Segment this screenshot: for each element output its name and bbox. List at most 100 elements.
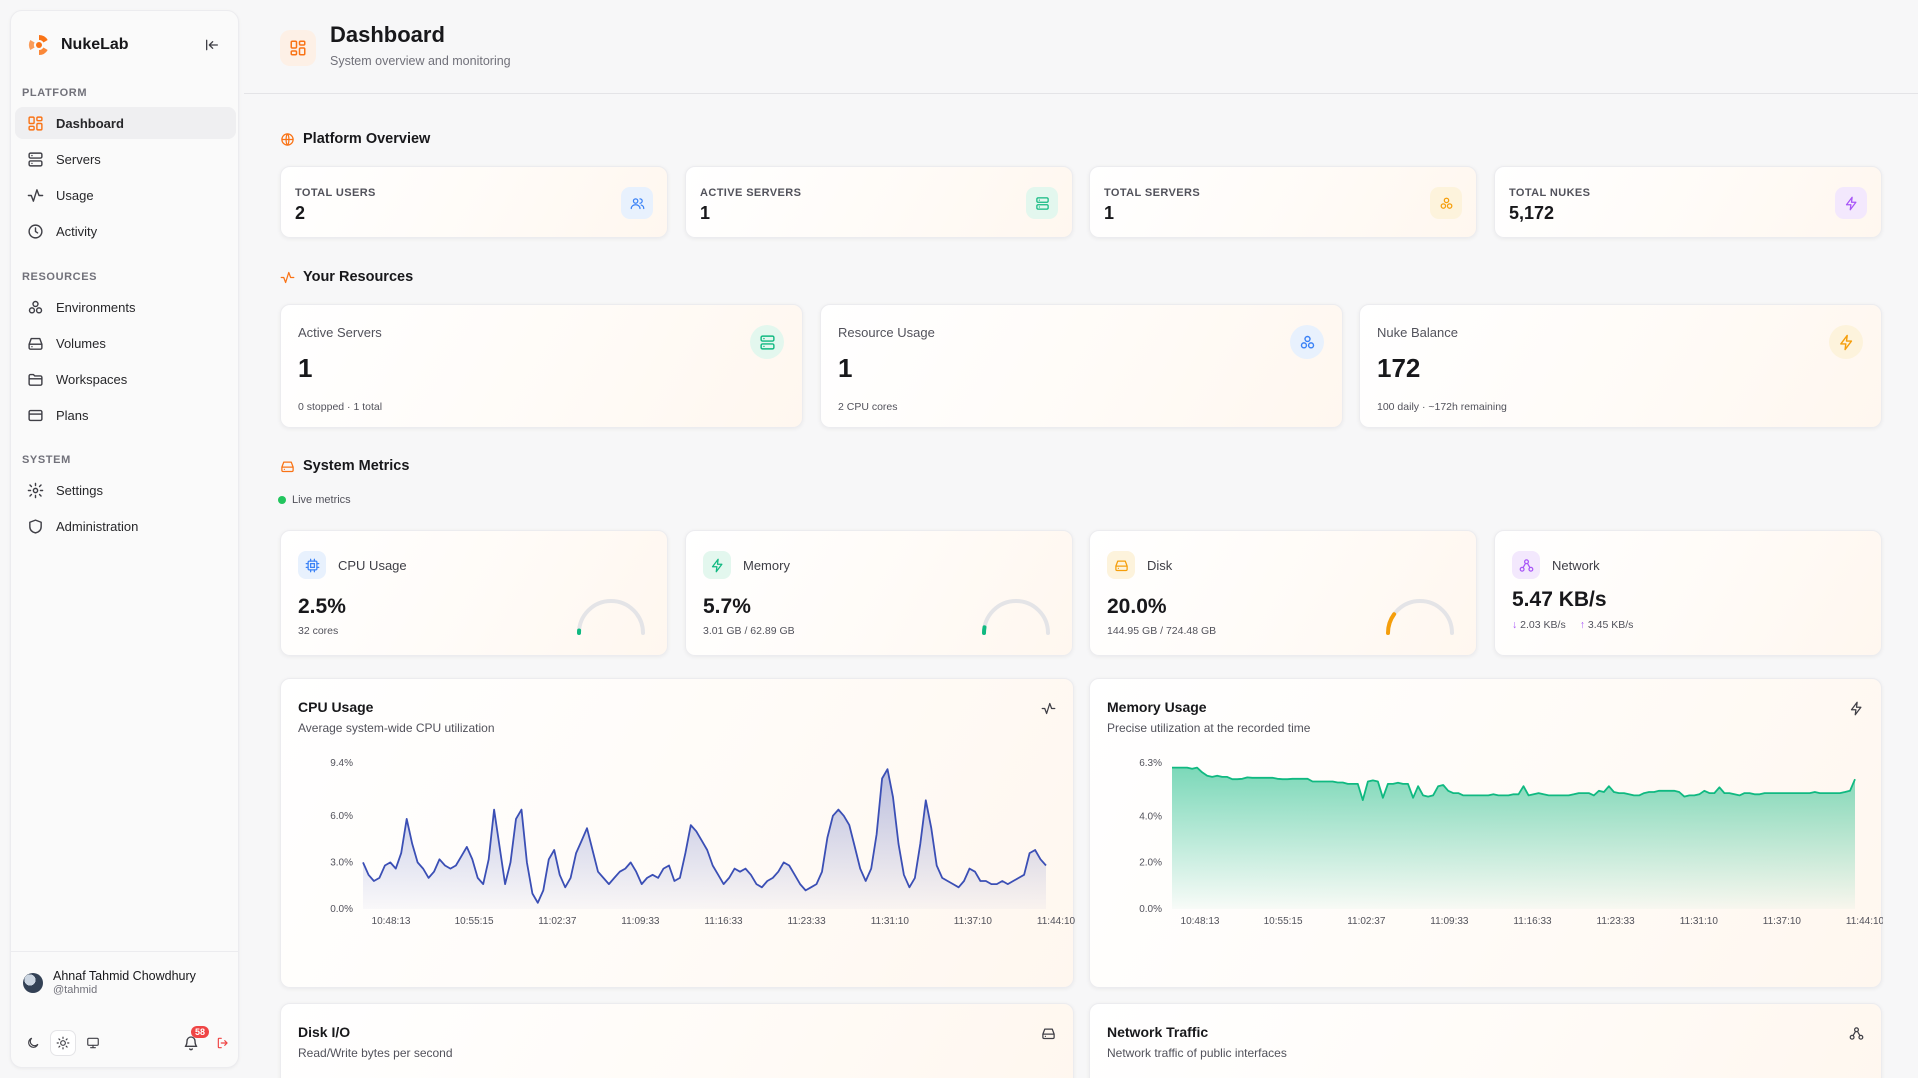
- download-rate: ↓ 2.03 KB/s: [1512, 619, 1566, 631]
- sidebar-item-workspaces[interactable]: Workspaces: [15, 363, 236, 395]
- sidebar-item-environments[interactable]: Environments: [15, 291, 236, 323]
- resource-label: Resource Usage: [838, 325, 935, 340]
- live-metrics-label: Live metrics: [292, 494, 351, 506]
- server-icon: [27, 151, 44, 168]
- activity-icon: [280, 270, 295, 285]
- resource-icon-box: [1290, 325, 1324, 359]
- page-title: Dashboard: [330, 22, 445, 47]
- user-handle: @tahmid: [53, 984, 98, 996]
- sidebar-item-label: Servers: [56, 151, 101, 167]
- network-traffic-chart-card: Network Traffic Network traffic of publi…: [1089, 1003, 1882, 1078]
- x-tick-label: 10:55:15: [1264, 916, 1303, 927]
- series-line[interactable]: [362, 768, 1047, 904]
- sidebar-section-label-resources: RESOURCES: [22, 271, 98, 283]
- cpu-usage-chart-card: CPU Usage Average system-wide CPU utiliz…: [280, 678, 1075, 988]
- sidebar-item-activity[interactable]: Activity: [15, 215, 236, 247]
- network-value: 5.47 KB/s: [1512, 588, 1607, 611]
- metric-subtext: 3.01 GB / 62.89 GB: [703, 625, 795, 637]
- metric-gauge: [577, 599, 645, 635]
- sidebar-item-plans[interactable]: Plans: [15, 399, 236, 431]
- download-rate-value: 2.03 KB/s: [1520, 619, 1566, 631]
- sidebar-item-label: Activity: [56, 223, 98, 239]
- cpu-chart-menu[interactable]: [1039, 699, 1057, 717]
- x-tick-label: 10:48:13: [372, 916, 411, 927]
- shield-icon: [27, 518, 44, 535]
- x-tick-label: 11:23:33: [788, 916, 827, 927]
- gauge-track: [982, 599, 1050, 635]
- x-tick-label: 10:55:15: [455, 916, 494, 927]
- disk-chart-menu[interactable]: [1039, 1024, 1057, 1042]
- users-icon: [630, 196, 645, 211]
- stat-icon-box: [1835, 187, 1867, 219]
- sidebar-item-administration[interactable]: Administration: [15, 510, 236, 542]
- stat-icon-box: [1430, 187, 1462, 219]
- environments-icon: [27, 299, 44, 316]
- platform-overview-heading: Platform Overview: [280, 131, 430, 147]
- gauge-track: [1386, 599, 1454, 635]
- moon-icon: [28, 1037, 39, 1048]
- gauge-track: [577, 599, 645, 635]
- memory-chart-menu[interactable]: [1847, 699, 1865, 717]
- app-name: NukeLab: [61, 36, 129, 53]
- notifications-button[interactable]: 58: [179, 1026, 210, 1055]
- sidebar-item-volumes[interactable]: Volumes: [15, 327, 236, 359]
- disk-chart-title: Disk I/O: [298, 1024, 351, 1040]
- y-tick-label: 3.0%: [330, 857, 353, 868]
- sidebar-item-usage[interactable]: Usage: [15, 179, 236, 211]
- series-line[interactable]: [1172, 766, 1856, 801]
- system-theme-button[interactable]: [81, 1031, 105, 1055]
- sidebar-item-label: Dashboard: [56, 115, 124, 131]
- arrow-down-icon: ↓: [1512, 619, 1518, 631]
- stat-value: 5,172: [1509, 203, 1555, 223]
- live-metrics-indicator: Live metrics: [278, 494, 351, 506]
- upload-rate: ↑ 3.45 KB/s: [1580, 619, 1634, 631]
- logout-button[interactable]: [211, 1031, 235, 1055]
- theme-switcher: [21, 1031, 105, 1055]
- metric-label: Memory: [743, 558, 790, 573]
- collapse-sidebar-button[interactable]: [202, 35, 222, 55]
- metric-value: 5.7%: [703, 595, 751, 618]
- sidebar-item-servers[interactable]: Servers: [15, 143, 236, 175]
- stat-card-total-users: TOTAL USERS 2: [280, 166, 668, 238]
- sidebar-item-label: Environments: [56, 299, 136, 315]
- your-resources-heading: Your Resources: [280, 269, 413, 285]
- network-label: Network: [1552, 558, 1600, 573]
- sidebar-item-label: Administration: [56, 518, 139, 534]
- sidebar-section-label-platform: PLATFORM: [22, 87, 88, 99]
- x-tick-label: 11:23:33: [1597, 916, 1636, 927]
- resource-subtext: 100 daily · ~172h remaining: [1377, 401, 1507, 413]
- memory-usage-chart: 0.0% 2.0% 4.0% 6.3% 10:48:13 10:55:15 11:02:37…: [1139, 758, 1883, 927]
- disk-chart-subtitle: Read/Write bytes per second: [298, 1046, 453, 1060]
- y-tick-label: 9.4%: [330, 758, 353, 769]
- sidebar-item-settings[interactable]: Settings: [15, 474, 236, 506]
- server-icon: [1035, 196, 1050, 211]
- gauge-fill: [981, 625, 987, 635]
- metric-subtext: 32 cores: [298, 625, 339, 637]
- upload-rate-value: 3.45 KB/s: [1587, 619, 1634, 631]
- brand[interactable]: NukeLab: [27, 33, 129, 57]
- x-tick-label: 11:02:37: [538, 916, 577, 927]
- memory-usage-chart-card: Memory Usage Precise utilization at the …: [1089, 678, 1883, 988]
- sidebar: NukeLab PLATFORM Dashboard Servers Usage Act…: [10, 10, 239, 1068]
- stat-value: 1: [1104, 203, 1115, 223]
- resource-value: 1: [838, 353, 853, 383]
- user-profile[interactable]: Ahnaf Tahmid Chowdhury @tahmid: [23, 969, 196, 997]
- zap-icon: [710, 558, 725, 573]
- sidebar-item-dashboard[interactable]: Dashboard: [15, 107, 236, 139]
- folder-icon: [27, 371, 44, 388]
- disk-io-chart-card: Disk I/O Read/Write bytes per second: [280, 1003, 1074, 1078]
- metric-subtext: 144.95 GB / 724.48 GB: [1107, 625, 1217, 637]
- memory-chart-title: Memory Usage: [1107, 699, 1207, 715]
- resource-label: Active Servers: [298, 325, 382, 340]
- logout-icon: [217, 1037, 228, 1049]
- x-tick-label: 11:09:33: [621, 916, 660, 927]
- dark-theme-button[interactable]: [21, 1031, 45, 1055]
- sidebar-item-label: Plans: [56, 407, 89, 423]
- light-theme-button[interactable]: [51, 1031, 75, 1055]
- activity-icon: [27, 187, 44, 204]
- network-chart-menu[interactable]: [1847, 1024, 1865, 1042]
- globe-icon: [280, 132, 295, 147]
- sidebar-item-label: Settings: [56, 482, 103, 498]
- page-subtitle: System overview and monitoring: [330, 54, 511, 68]
- metric-icon-box: [298, 551, 326, 579]
